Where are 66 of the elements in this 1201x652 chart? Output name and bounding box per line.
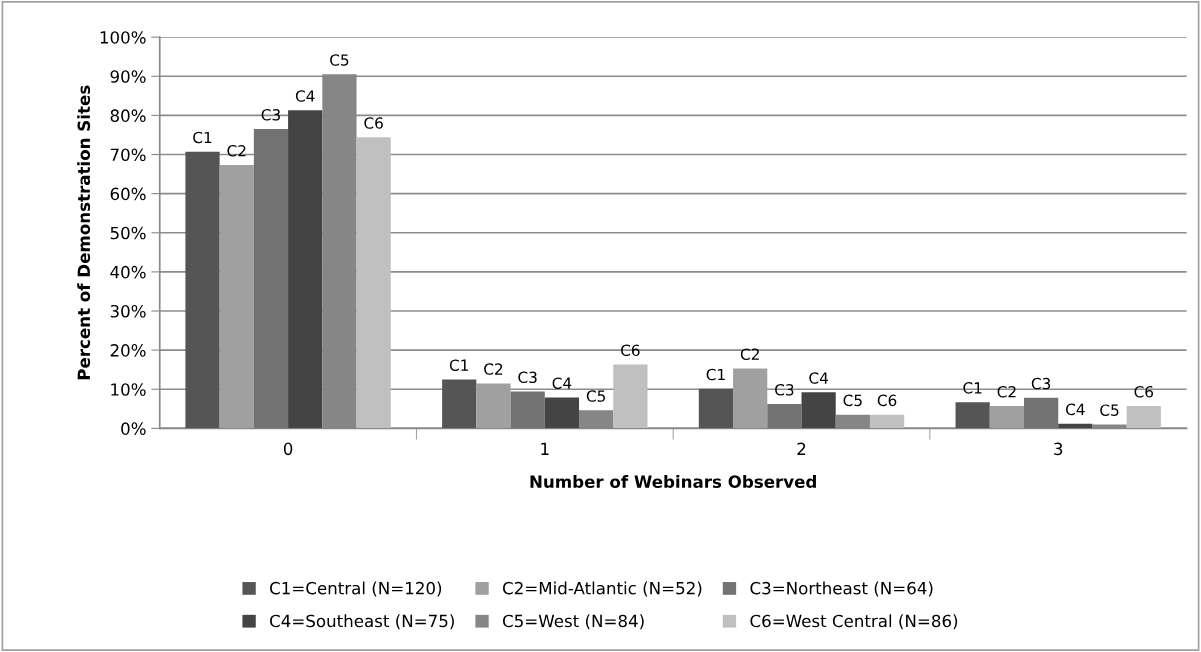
bar (1024, 397, 1059, 429)
legend-label: C2=Mid-Atlantic (N=52) (502, 581, 702, 597)
data-label: C5 (843, 394, 862, 407)
bar (767, 404, 802, 429)
data-label: C4 (552, 377, 572, 389)
y-tick-label: 0% (121, 422, 146, 435)
data-label: C4 (1066, 403, 1085, 416)
legend-label: C4=Southeast (N=75) (270, 614, 454, 630)
y-tick-label: 60% (110, 187, 146, 201)
y-tick-label: 80% (110, 109, 146, 122)
bar (442, 379, 477, 429)
bar (185, 151, 220, 429)
legend-label: C3=Northeast (N=64) (750, 581, 933, 597)
legend-label: C5=West (N=84) (502, 614, 644, 630)
data-label: C5 (330, 54, 349, 66)
bar (613, 364, 648, 429)
bar (698, 388, 734, 429)
data-label: C1 (963, 382, 982, 394)
data-label: C6 (877, 394, 897, 407)
data-label: C3 (1031, 377, 1051, 390)
data-label: C6 (621, 344, 640, 357)
y-tick-label: 100% (100, 31, 146, 44)
data-label: C3 (518, 371, 537, 384)
y-tick-label: 50% (110, 226, 146, 240)
data-label: C4 (809, 372, 828, 384)
y-tick-label: 90% (110, 70, 146, 83)
bar (356, 137, 391, 429)
data-label: C2 (997, 385, 1016, 398)
x-tick-label: 0 (283, 442, 293, 456)
y-tick-label: 70% (110, 148, 146, 162)
bar (1126, 406, 1161, 429)
bar (253, 129, 289, 429)
data-label: C1 (706, 368, 725, 381)
data-label: C4 (295, 90, 315, 102)
data-label: C3 (775, 384, 794, 396)
data-label: C2 (227, 145, 246, 157)
data-label: C5 (586, 390, 606, 402)
data-label: C3 (261, 109, 280, 121)
bar (544, 397, 580, 429)
data-label: C6 (364, 117, 383, 129)
legend-label: C1=Central (N=120) (270, 581, 442, 597)
data-label: C1 (449, 359, 469, 371)
data-label: C1 (193, 131, 212, 144)
y-tick-label: 40% (110, 265, 146, 279)
x-tick-label: 3 (1054, 442, 1063, 456)
bar (219, 165, 254, 429)
bar (955, 402, 990, 429)
bar (288, 110, 323, 429)
y-tick-label: 10% (111, 383, 146, 396)
bar (989, 406, 1024, 429)
bar (510, 391, 545, 429)
data-label: C2 (740, 348, 759, 360)
y-tick-label: 20% (110, 344, 146, 357)
x-tick-label: 1 (541, 442, 549, 455)
data-label: C6 (1134, 385, 1154, 398)
data-label: C5 (1100, 404, 1119, 416)
x-tick-label: 2 (797, 442, 806, 455)
bar (476, 383, 511, 429)
legend-label: C6=West Central (N=86) (750, 614, 958, 630)
bar (801, 392, 836, 429)
bar (733, 368, 768, 429)
data-label: C2 (484, 363, 503, 375)
y-axis-title: Percent of Demonstration Sites (77, 85, 91, 380)
y-tick-label: 30% (110, 304, 146, 318)
x-axis-title: Number of Webinars Observed (530, 475, 816, 488)
bar (869, 414, 905, 429)
